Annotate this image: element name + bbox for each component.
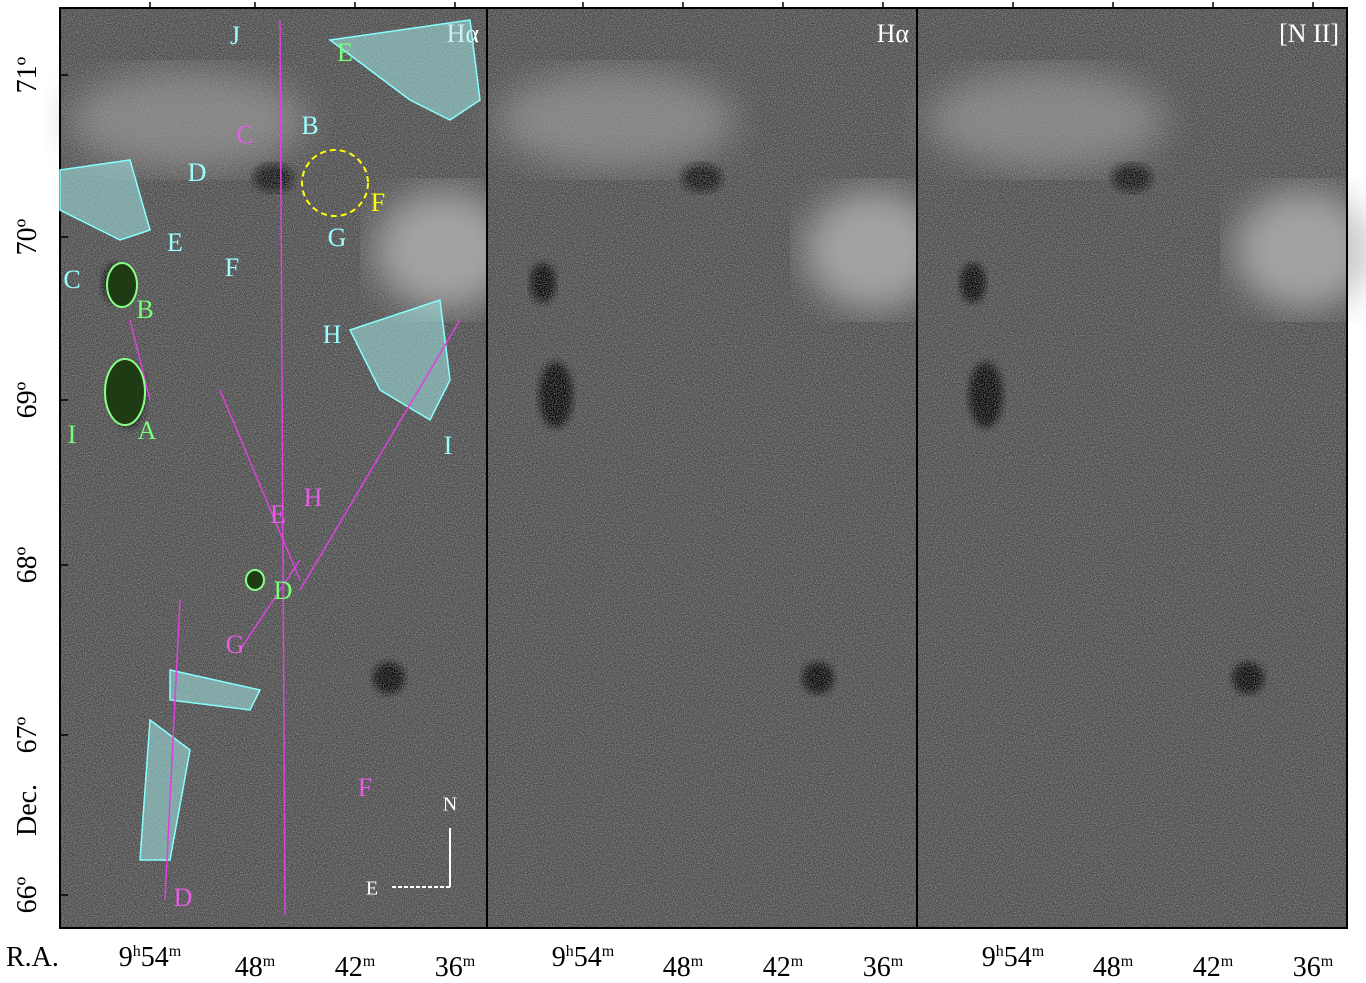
x-tick-label: 36m [1293, 952, 1334, 978]
y-tick-label: 68º [12, 546, 43, 583]
image-panel: [N II] [917, 8, 1366, 928]
annotation-label: D [274, 576, 293, 605]
annotation-label: H [323, 320, 342, 349]
x-tick-label: 9h54m [982, 942, 1045, 973]
annotation-label: G [226, 630, 245, 659]
image-panel: Hα [487, 8, 944, 928]
y-tick-label: 67º [12, 716, 43, 753]
tick-part: 9 [982, 942, 996, 973]
green-region [107, 263, 137, 307]
annotation-label: D [188, 158, 207, 187]
tick-part: m [463, 953, 476, 970]
tick-part: m [602, 943, 615, 960]
annotation-label: D [174, 883, 193, 912]
annotation-label: E [337, 38, 353, 67]
x-tick-label: 42m [763, 952, 804, 978]
y-tick-label: 66º [12, 876, 43, 913]
annotation-label: E [167, 228, 183, 257]
x-tick-label: 48m [1093, 952, 1134, 978]
y-tick-label: 69º [12, 381, 43, 418]
tick-part: m [1032, 943, 1045, 960]
tick-part: 54 [574, 942, 602, 973]
tick-part: h [133, 943, 141, 960]
x-tick-label: 48m [235, 952, 276, 978]
compass-label: E [366, 878, 378, 900]
compass-label: N [443, 794, 457, 816]
noise [60, 8, 487, 928]
tick-part: 42 [763, 952, 791, 978]
y-tick-label: 70º [12, 218, 43, 255]
annotation-label: A [138, 416, 157, 445]
annotation-label: I [68, 420, 77, 449]
annotation-label: H [304, 483, 323, 512]
tick-part: 36 [1293, 952, 1321, 978]
tick-part: 48 [235, 952, 263, 978]
tick-part: m [791, 953, 804, 970]
tick-part: m [263, 953, 276, 970]
annotation-label: J [230, 21, 240, 50]
tick-part: 9 [119, 942, 133, 973]
annotation-label: B [301, 111, 318, 140]
tick-part: m [891, 953, 904, 970]
green-region [246, 570, 264, 590]
x-tick-label: 9h54m [552, 942, 615, 973]
noise [917, 8, 1347, 928]
annotation-label: F [225, 253, 239, 282]
annotation-label: G [328, 223, 347, 252]
tick-part: 36 [863, 952, 891, 978]
x-tick-label: 36m [863, 952, 904, 978]
tick-part: m [169, 943, 182, 960]
annotation-label: F [371, 188, 385, 217]
annotation-label: I [444, 431, 453, 460]
image-panel: Hα [60, 8, 514, 928]
annotation-label: B [136, 295, 153, 324]
x-tick-label: 42m [1193, 952, 1234, 978]
annotation-label: E [270, 500, 286, 529]
tick-part: m [363, 953, 376, 970]
tick-part: 54 [1004, 942, 1032, 973]
tick-part: 48 [663, 952, 691, 978]
tick-part: 54 [141, 942, 169, 973]
x-tick-label: 48m [663, 952, 704, 978]
tick-part: 48 [1093, 952, 1121, 978]
tick-part: m [1321, 953, 1334, 970]
x-tick-label: 36m [435, 952, 476, 978]
panel-label: Hα [877, 19, 910, 48]
x-tick-label: 9h54m [119, 942, 182, 973]
tick-part: 36 [435, 952, 463, 978]
tick-part: m [1121, 953, 1134, 970]
y-tick-label: 71º [12, 56, 43, 93]
tick-part: 42 [1193, 952, 1221, 978]
tick-part: m [1221, 953, 1234, 970]
y-axis-title: Dec. [12, 784, 43, 836]
noise [487, 8, 917, 928]
tick-part: h [566, 943, 574, 960]
x-tick-label: 42m [335, 952, 376, 978]
annotation-label: C [63, 265, 80, 294]
panel-label: [N II] [1279, 19, 1339, 48]
tick-part: 42 [335, 952, 363, 978]
tick-part: m [691, 953, 704, 970]
annotation-label: C [236, 120, 253, 149]
tick-part: 9 [552, 942, 566, 973]
figure: HαHα[N II] JBDGEFCHICEHGFDEBIADFNE 71º70… [0, 0, 1366, 978]
annotation-label: F [358, 773, 372, 802]
tick-part: h [996, 943, 1004, 960]
x-axis-title: R.A. [6, 942, 59, 973]
